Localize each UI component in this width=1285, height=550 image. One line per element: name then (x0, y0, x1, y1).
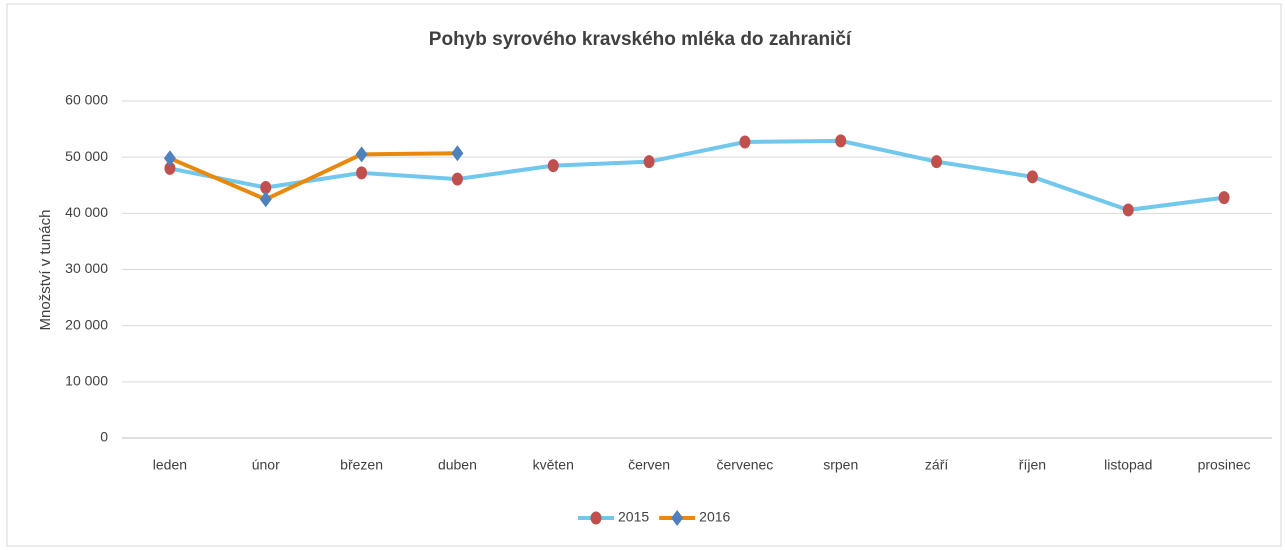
x-tick-label: leden (153, 457, 187, 473)
y-tick-label: 0 (100, 429, 108, 445)
point (547, 159, 559, 173)
point (260, 180, 272, 194)
y-tick-label: 20 000 (65, 316, 108, 332)
point (164, 161, 176, 175)
point (451, 145, 464, 162)
x-tick-label: květen (533, 457, 574, 473)
y-tick-label: 40 000 (65, 204, 108, 220)
x-tick-label: březen (340, 457, 383, 473)
point (259, 191, 272, 208)
chart-title: Pohyb syrového kravského mléka do zahran… (429, 29, 852, 50)
x-tick-label: září (925, 457, 948, 473)
point (739, 135, 751, 149)
point (356, 166, 368, 180)
point (451, 172, 463, 186)
chart-frame (6, 3, 1282, 547)
series-line (169, 151, 458, 202)
point (643, 155, 655, 169)
x-tick-label: prosinec (1198, 457, 1251, 473)
y-tick-label: 60 000 (65, 92, 108, 108)
point (835, 134, 847, 148)
series-line (169, 138, 1225, 212)
x-tick-label: srpen (823, 457, 858, 473)
x-tick-label: únor (252, 457, 280, 473)
point (163, 150, 176, 167)
x-tick-label: říjen (1019, 457, 1046, 473)
y-axis-label: Množství v tunách (37, 210, 54, 331)
legend-label: 2015 (618, 509, 649, 525)
point (671, 510, 684, 526)
point (355, 146, 368, 163)
point (1218, 191, 1230, 205)
x-tick-label: duben (438, 457, 477, 473)
legend-label: 2016 (699, 509, 730, 525)
point (590, 511, 602, 525)
point (1122, 203, 1134, 217)
y-tick-label: 50 000 (65, 148, 108, 164)
x-tick-label: červen (628, 457, 670, 473)
x-tick-label: listopad (1104, 457, 1152, 473)
x-tick-label: červenec (717, 457, 774, 473)
y-tick-label: 30 000 (65, 260, 108, 276)
point (931, 155, 943, 169)
point (1026, 170, 1038, 184)
y-tick-label: 10 000 (65, 373, 108, 389)
